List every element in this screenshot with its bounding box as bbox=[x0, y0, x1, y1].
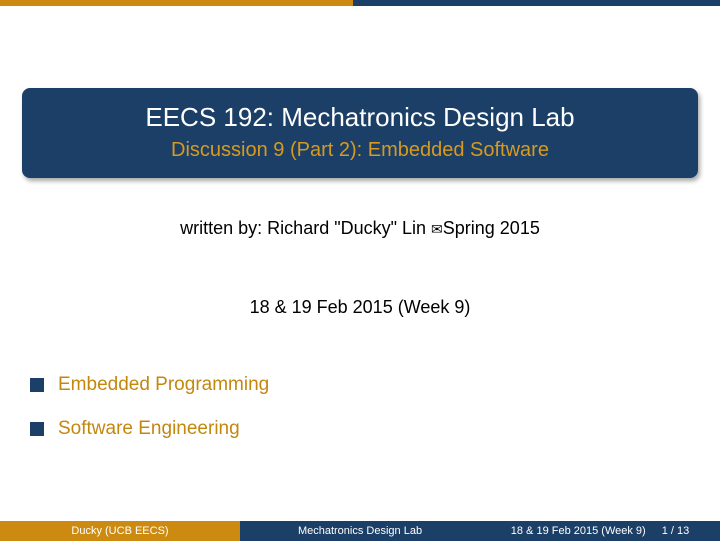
footer-page: 1 / 13 bbox=[662, 525, 690, 537]
author-suffix: Spring 2015 bbox=[443, 218, 540, 238]
bullet-icon bbox=[30, 378, 44, 392]
outline-text: Embedded Programming bbox=[58, 374, 269, 396]
outline-item[interactable]: Embedded Programming bbox=[30, 374, 720, 396]
date-line: 18 & 19 Feb 2015 (Week 9) bbox=[0, 297, 720, 318]
footer-date: 18 & 19 Feb 2015 (Week 9) bbox=[511, 525, 646, 537]
outline-text: Software Engineering bbox=[58, 418, 240, 440]
envelope-icon: ✉ bbox=[431, 221, 443, 237]
author-prefix: written by: Richard "Ducky" Lin bbox=[180, 218, 431, 238]
footer-right: 18 & 19 Feb 2015 (Week 9) 1 / 13 bbox=[480, 521, 720, 541]
author-line: written by: Richard "Ducky" Lin ✉Spring … bbox=[0, 218, 720, 239]
top-bar-right bbox=[353, 0, 720, 6]
top-progress-bar bbox=[0, 0, 720, 6]
bullet-icon bbox=[30, 422, 44, 436]
outline-item[interactable]: Software Engineering bbox=[30, 418, 720, 440]
footer-bar: Ducky (UCB EECS) Mechatronics Design Lab… bbox=[0, 521, 720, 541]
top-bar-left bbox=[0, 0, 353, 6]
slide-title: EECS 192: Mechatronics Design Lab bbox=[40, 102, 680, 133]
title-block: EECS 192: Mechatronics Design Lab Discus… bbox=[22, 88, 698, 178]
slide-subtitle: Discussion 9 (Part 2): Embedded Software bbox=[40, 139, 680, 162]
outline-list: Embedded Programming Software Engineerin… bbox=[0, 374, 720, 440]
footer-title: Mechatronics Design Lab bbox=[240, 521, 480, 541]
footer-author: Ducky (UCB EECS) bbox=[0, 521, 240, 541]
